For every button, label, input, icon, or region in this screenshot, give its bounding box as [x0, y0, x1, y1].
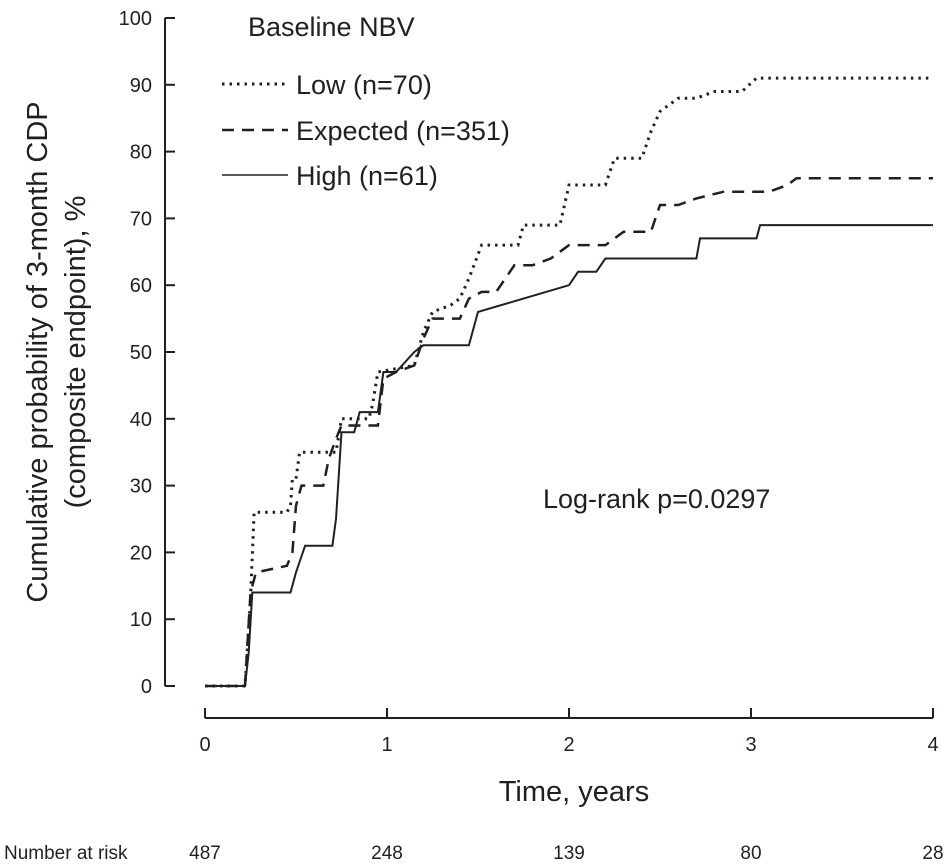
y-tick-label-90: 90	[130, 75, 152, 97]
x-tick-label-4: 4	[927, 734, 938, 756]
km-curves	[205, 76, 933, 688]
y-axis-ticks: 0 10 20 30 40 50 60 70 80 90 100	[119, 8, 175, 698]
x-tick-label-1: 1	[381, 734, 392, 756]
legend-title: Baseline NBV	[248, 12, 415, 42]
x-axis-ticks: 0 1 2 3 4	[199, 708, 939, 756]
y-tick-label-60: 60	[130, 275, 152, 297]
risk-count-0: 487	[189, 843, 221, 864]
risk-count-1: 248	[371, 843, 403, 864]
y-axis-title-line2: (composite endpoint), %	[60, 196, 92, 509]
y-tick-label-20: 20	[130, 542, 152, 564]
number-at-risk-label: Number at risk	[4, 843, 128, 864]
curve-high	[205, 224, 933, 687]
legend-label-low: Low (n=70)	[296, 70, 432, 100]
risk-count-4: 28	[922, 843, 943, 864]
y-tick-label-10: 10	[130, 609, 152, 631]
y-tick-label-100: 100	[119, 8, 152, 30]
y-axis-title-line1: Cumulative probability of 3-month CDP	[22, 101, 54, 602]
y-tick-label-40: 40	[130, 409, 152, 431]
y-tick-label-80: 80	[130, 142, 152, 164]
y-tick-label-50: 50	[130, 342, 152, 364]
log-rank-annotation: Log-rank p=0.0297	[543, 484, 770, 514]
x-tick-label-3: 3	[745, 734, 756, 756]
curve-expected	[205, 177, 933, 688]
x-axis-title: Time, years	[499, 776, 649, 808]
y-tick-label-0: 0	[141, 676, 152, 698]
y-tick-label-70: 70	[130, 208, 152, 230]
risk-count-3: 80	[740, 843, 761, 864]
y-tick-label-30: 30	[130, 476, 152, 498]
risk-count-2: 139	[553, 843, 585, 864]
legend-label-expected: Expected (n=351)	[296, 116, 510, 146]
x-tick-label-2: 2	[563, 734, 574, 756]
x-tick-label-0: 0	[199, 734, 210, 756]
legend-label-high: High (n=61)	[296, 161, 438, 191]
number-at-risk-values: 487 248 139 80 28	[189, 843, 943, 864]
legend: Baseline NBV Low (n=70) Expected (n=351)…	[222, 12, 510, 191]
